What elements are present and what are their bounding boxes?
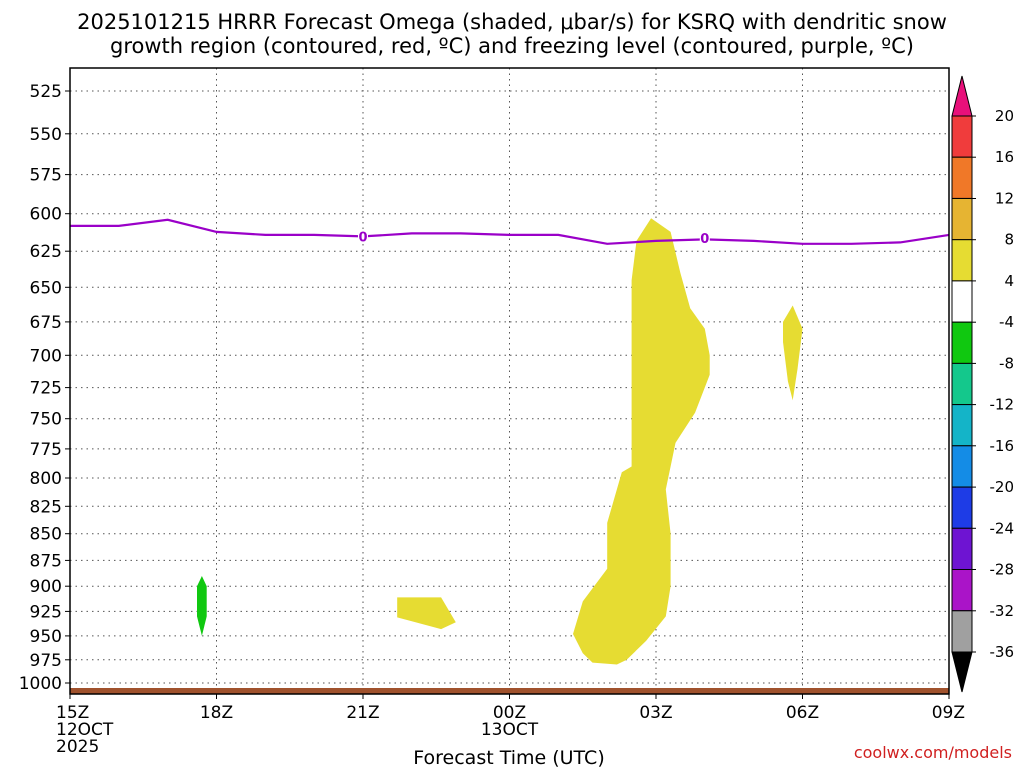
colorbar-tick-label: -4: [999, 313, 1014, 331]
y-tick-label: 575: [30, 166, 62, 186]
colorbar-tick-label: -20: [990, 478, 1015, 496]
colorbar-tick-label: 20: [995, 107, 1014, 125]
colorbar-box: [951, 404, 973, 447]
y-axis: 525 550 575 600 625 650 675 700 725 750 775 800 825 8…: [19, 82, 70, 694]
y-tick-label: 725: [30, 379, 62, 399]
y-tick-label: 875: [30, 551, 62, 571]
colorbar: 20 16 12 8 4 -4 -8 -12 -16 -20 -24 -28 -32 -36: [951, 75, 1015, 693]
omega-region-1: [573, 218, 710, 665]
colorbar-bottom-arrow: [951, 651, 973, 693]
y-tick-label: 825: [30, 497, 62, 517]
y-tick-label: 975: [30, 651, 62, 671]
y-tick-label: 625: [30, 242, 62, 262]
x-tick-label: 09Z: [932, 703, 965, 723]
freezing-level-line: [70, 218, 950, 245]
y-tick-label: 600: [30, 205, 62, 225]
colorbar-box: [951, 321, 973, 364]
x-tick-label: 13OCT: [481, 720, 539, 740]
x-tick-label: 06Z: [786, 703, 819, 723]
colorbar-tick-label: -12: [990, 396, 1015, 414]
freezing-level-contour-label: 0: [358, 230, 367, 245]
colorbar-tick-label: 16: [995, 148, 1014, 166]
colorbar-box: [951, 445, 973, 488]
omega-region-2: [783, 305, 803, 401]
x-tick-label: 21Z: [346, 703, 379, 723]
colorbar-box: [951, 486, 973, 529]
y-tick-label: 775: [30, 440, 62, 460]
title-line-1: 2025101215 HRRR Forecast Omega (shaded, …: [77, 10, 947, 34]
grid-lines: [69, 68, 950, 694]
colorbar-tick-label: 4: [1004, 272, 1014, 290]
colorbar-box: [951, 239, 973, 282]
colorbar-box: [951, 527, 973, 570]
chart-title: 2025101215 HRRR Forecast Omega (shaded, …: [77, 10, 947, 58]
x-tick-label: 00Z: [493, 703, 526, 723]
y-tick-label: 675: [30, 313, 62, 333]
colorbar-top-arrow: [951, 75, 973, 117]
y-tick-label: 700: [30, 346, 62, 366]
x-tick-label: 12OCT: [56, 720, 114, 740]
colorbar-box: [951, 280, 973, 323]
colorbar-tick-label: -36: [990, 643, 1015, 661]
colorbar-tick-label: -16: [990, 437, 1015, 455]
omega-region-3: [397, 597, 456, 630]
colorbar-tick-label: -28: [990, 561, 1015, 579]
y-tick-label: 900: [30, 577, 62, 597]
terrain-bar: [70, 688, 949, 694]
y-tick-label: 525: [30, 82, 62, 102]
terrain-layer: [70, 688, 949, 694]
credit-text: coolwx.com/models: [854, 743, 1012, 762]
x-tick-label: 15Z: [56, 703, 89, 723]
freezing-level-contour-label: 0: [700, 232, 709, 247]
colorbar-tick-label: 12: [995, 190, 1014, 208]
contour-label-bg: [358, 229, 368, 244]
y-tick-label: 650: [30, 278, 62, 298]
x-tick-label: 03Z: [639, 703, 672, 723]
y-tick-label: 850: [30, 525, 62, 545]
y-tick-label: 925: [30, 602, 62, 622]
colorbar-tick-label: 8: [1004, 231, 1014, 249]
y-tick-label: 750: [30, 410, 62, 430]
x-axis-label: Forecast Time (UTC): [413, 747, 604, 768]
colorbar-box: [951, 115, 973, 158]
y-tick-label: 1000: [19, 674, 62, 694]
colorbar-tick-label: -24: [990, 519, 1015, 537]
contour-label-bg: [699, 230, 710, 245]
omega-regions: [197, 218, 803, 665]
colorbar-box: [951, 362, 973, 406]
x-tick-label: 18Z: [200, 703, 233, 723]
colorbar-box: [951, 569, 973, 612]
colorbar-box: [951, 610, 973, 653]
y-tick-label: 550: [30, 125, 62, 145]
omega-region-4: [197, 576, 207, 636]
colorbar-tick-label: -32: [990, 602, 1015, 620]
colorbar-tick-label: -8: [999, 354, 1014, 372]
y-tick-label: 950: [30, 627, 62, 647]
x-tick-label: 2025: [56, 737, 99, 757]
colorbar-box: [951, 198, 973, 241]
colorbar-box: [951, 156, 973, 199]
title-line-2: growth region (contoured, red, ºC) and f…: [110, 34, 914, 58]
y-tick-label: 800: [30, 469, 62, 489]
